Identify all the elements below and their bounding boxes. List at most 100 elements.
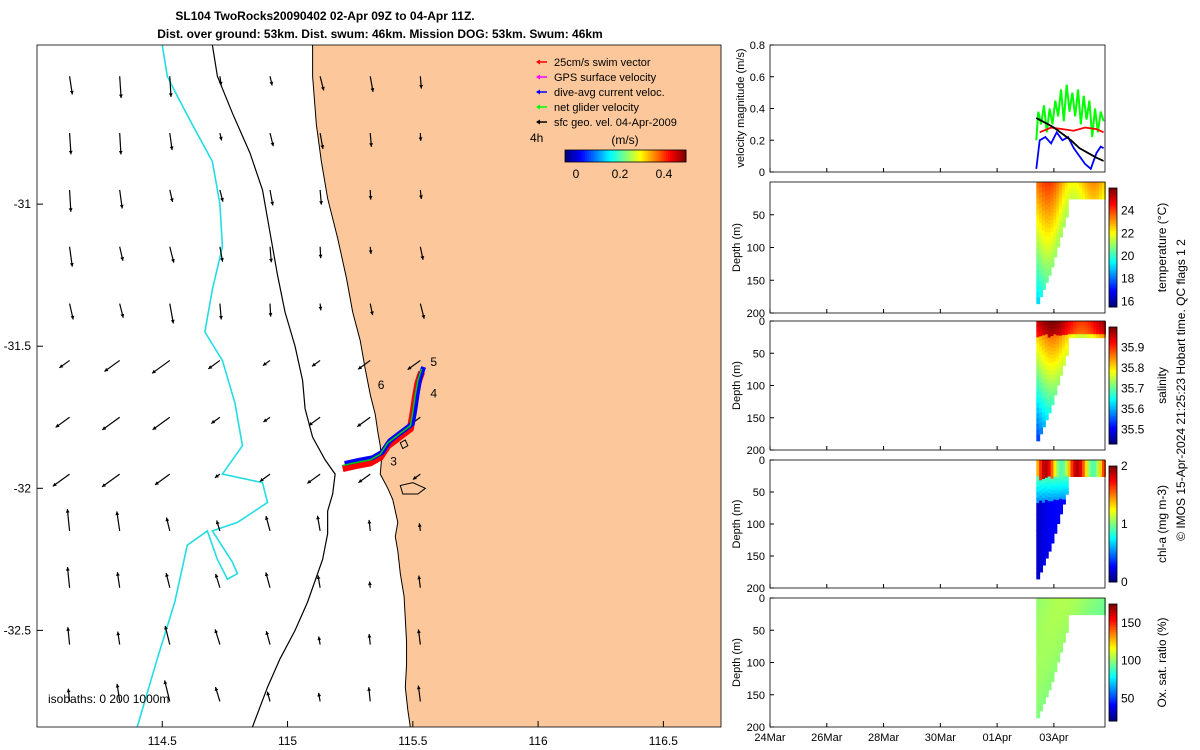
section-cell <box>1042 626 1046 633</box>
section-colorbar-cell <box>1109 366 1117 370</box>
section-cell <box>1053 658 1058 663</box>
section-cell <box>1062 469 1066 473</box>
colorbar-cell <box>581 150 584 162</box>
section-cell <box>1070 336 1075 339</box>
section-colorbar-frame <box>1108 603 1118 722</box>
x-tick-label: 114.5 <box>148 734 177 748</box>
y-tick-label: -31 <box>14 197 32 211</box>
section-cell <box>1047 362 1052 368</box>
section-cell <box>1039 259 1044 266</box>
section-cell <box>1064 479 1069 483</box>
section-colorbar-cell <box>1109 547 1117 551</box>
section-cell <box>1039 598 1044 605</box>
section-cell <box>1062 182 1066 186</box>
sfc-vel-arrowhead <box>120 313 125 318</box>
section-cell <box>1053 391 1058 396</box>
section-cell <box>1056 202 1061 207</box>
sfc-vel-arrow <box>152 416 171 431</box>
section-cell <box>1053 499 1058 504</box>
section-cell <box>1062 328 1066 332</box>
section-cell <box>1064 188 1069 191</box>
net-velocity-track <box>342 368 423 467</box>
section-cell <box>1050 620 1055 626</box>
section-cell <box>1064 618 1069 621</box>
section-cell <box>1064 325 1069 329</box>
section-cell <box>1039 608 1044 615</box>
section-cell <box>1064 328 1069 332</box>
section-cell <box>1056 508 1061 513</box>
section-cell <box>1042 354 1046 361</box>
section-colorbar-cell <box>1109 674 1117 678</box>
section-cell <box>1059 598 1064 602</box>
section-cell <box>1044 673 1049 680</box>
section-cell <box>1042 250 1046 256</box>
section-cell <box>1059 496 1064 500</box>
section-cell <box>1036 711 1041 719</box>
section-cell <box>1047 198 1052 205</box>
section-cell <box>1044 482 1049 488</box>
section-cell <box>1053 479 1058 485</box>
section-colorbar-cell <box>1109 639 1117 642</box>
section-cell <box>1050 396 1055 402</box>
map-frame <box>36 44 722 728</box>
section-cell <box>1053 212 1058 217</box>
section-cell <box>1053 604 1058 610</box>
section-cell <box>1076 336 1081 339</box>
section-cell <box>1047 656 1052 662</box>
section-cell <box>1056 477 1061 482</box>
section-cell <box>1064 460 1069 463</box>
section-cell <box>1053 598 1058 603</box>
section-cell <box>1082 475 1086 477</box>
section-cell <box>1053 661 1058 666</box>
colorbar-cell <box>619 150 622 162</box>
section-cell <box>1064 461 1069 465</box>
section-colorbar-cell <box>1109 526 1117 530</box>
section-cell <box>1036 608 1041 616</box>
section-cell <box>1050 475 1055 480</box>
section-cell <box>1062 360 1066 364</box>
section-cell <box>1044 343 1049 349</box>
section-cell <box>1053 374 1058 379</box>
section-cell <box>1062 342 1066 346</box>
section-cell <box>1044 660 1049 667</box>
section-cell <box>1047 476 1052 482</box>
section-cell <box>1064 182 1069 185</box>
section-cell <box>1050 639 1055 645</box>
section-cell <box>1062 362 1066 366</box>
section-cell <box>1062 493 1066 497</box>
section-cell <box>1064 321 1069 324</box>
section-cell <box>1059 649 1064 653</box>
section-cell <box>1039 700 1044 707</box>
section-colorbar-cell <box>1109 554 1117 557</box>
section-colorbar-cell <box>1109 390 1117 394</box>
section-cell <box>1047 513 1052 519</box>
colorbar-cell <box>621 150 624 162</box>
section-colorbar-cell <box>1109 660 1117 663</box>
section-cell <box>1059 367 1064 371</box>
section-cell <box>1042 660 1046 667</box>
section-cell <box>1064 197 1069 201</box>
section-cell <box>1062 332 1066 336</box>
section-cell <box>1047 224 1052 230</box>
section-cell <box>1056 638 1061 643</box>
section-colorbar-frame <box>1108 465 1118 583</box>
section-cell <box>1056 615 1061 620</box>
section-cell <box>1062 463 1066 467</box>
section-cell <box>1056 600 1061 605</box>
section-cell <box>1059 510 1064 515</box>
section-cell <box>1044 642 1049 649</box>
section-cell <box>1044 535 1049 541</box>
section-cell <box>1039 623 1044 630</box>
section-colorbar-cell <box>1109 290 1117 294</box>
section-colorbar-cell <box>1109 271 1117 275</box>
section-cell <box>1050 516 1055 522</box>
section-cell <box>1056 211 1061 216</box>
section-cell <box>1039 689 1044 696</box>
section-cell <box>1064 624 1069 627</box>
section-colorbar-cell <box>1109 364 1117 368</box>
section-cell <box>1042 279 1046 286</box>
section-cell <box>1053 634 1058 640</box>
section-cell <box>1036 286 1041 294</box>
section-cell <box>1042 474 1046 480</box>
section-cell <box>1042 201 1046 208</box>
